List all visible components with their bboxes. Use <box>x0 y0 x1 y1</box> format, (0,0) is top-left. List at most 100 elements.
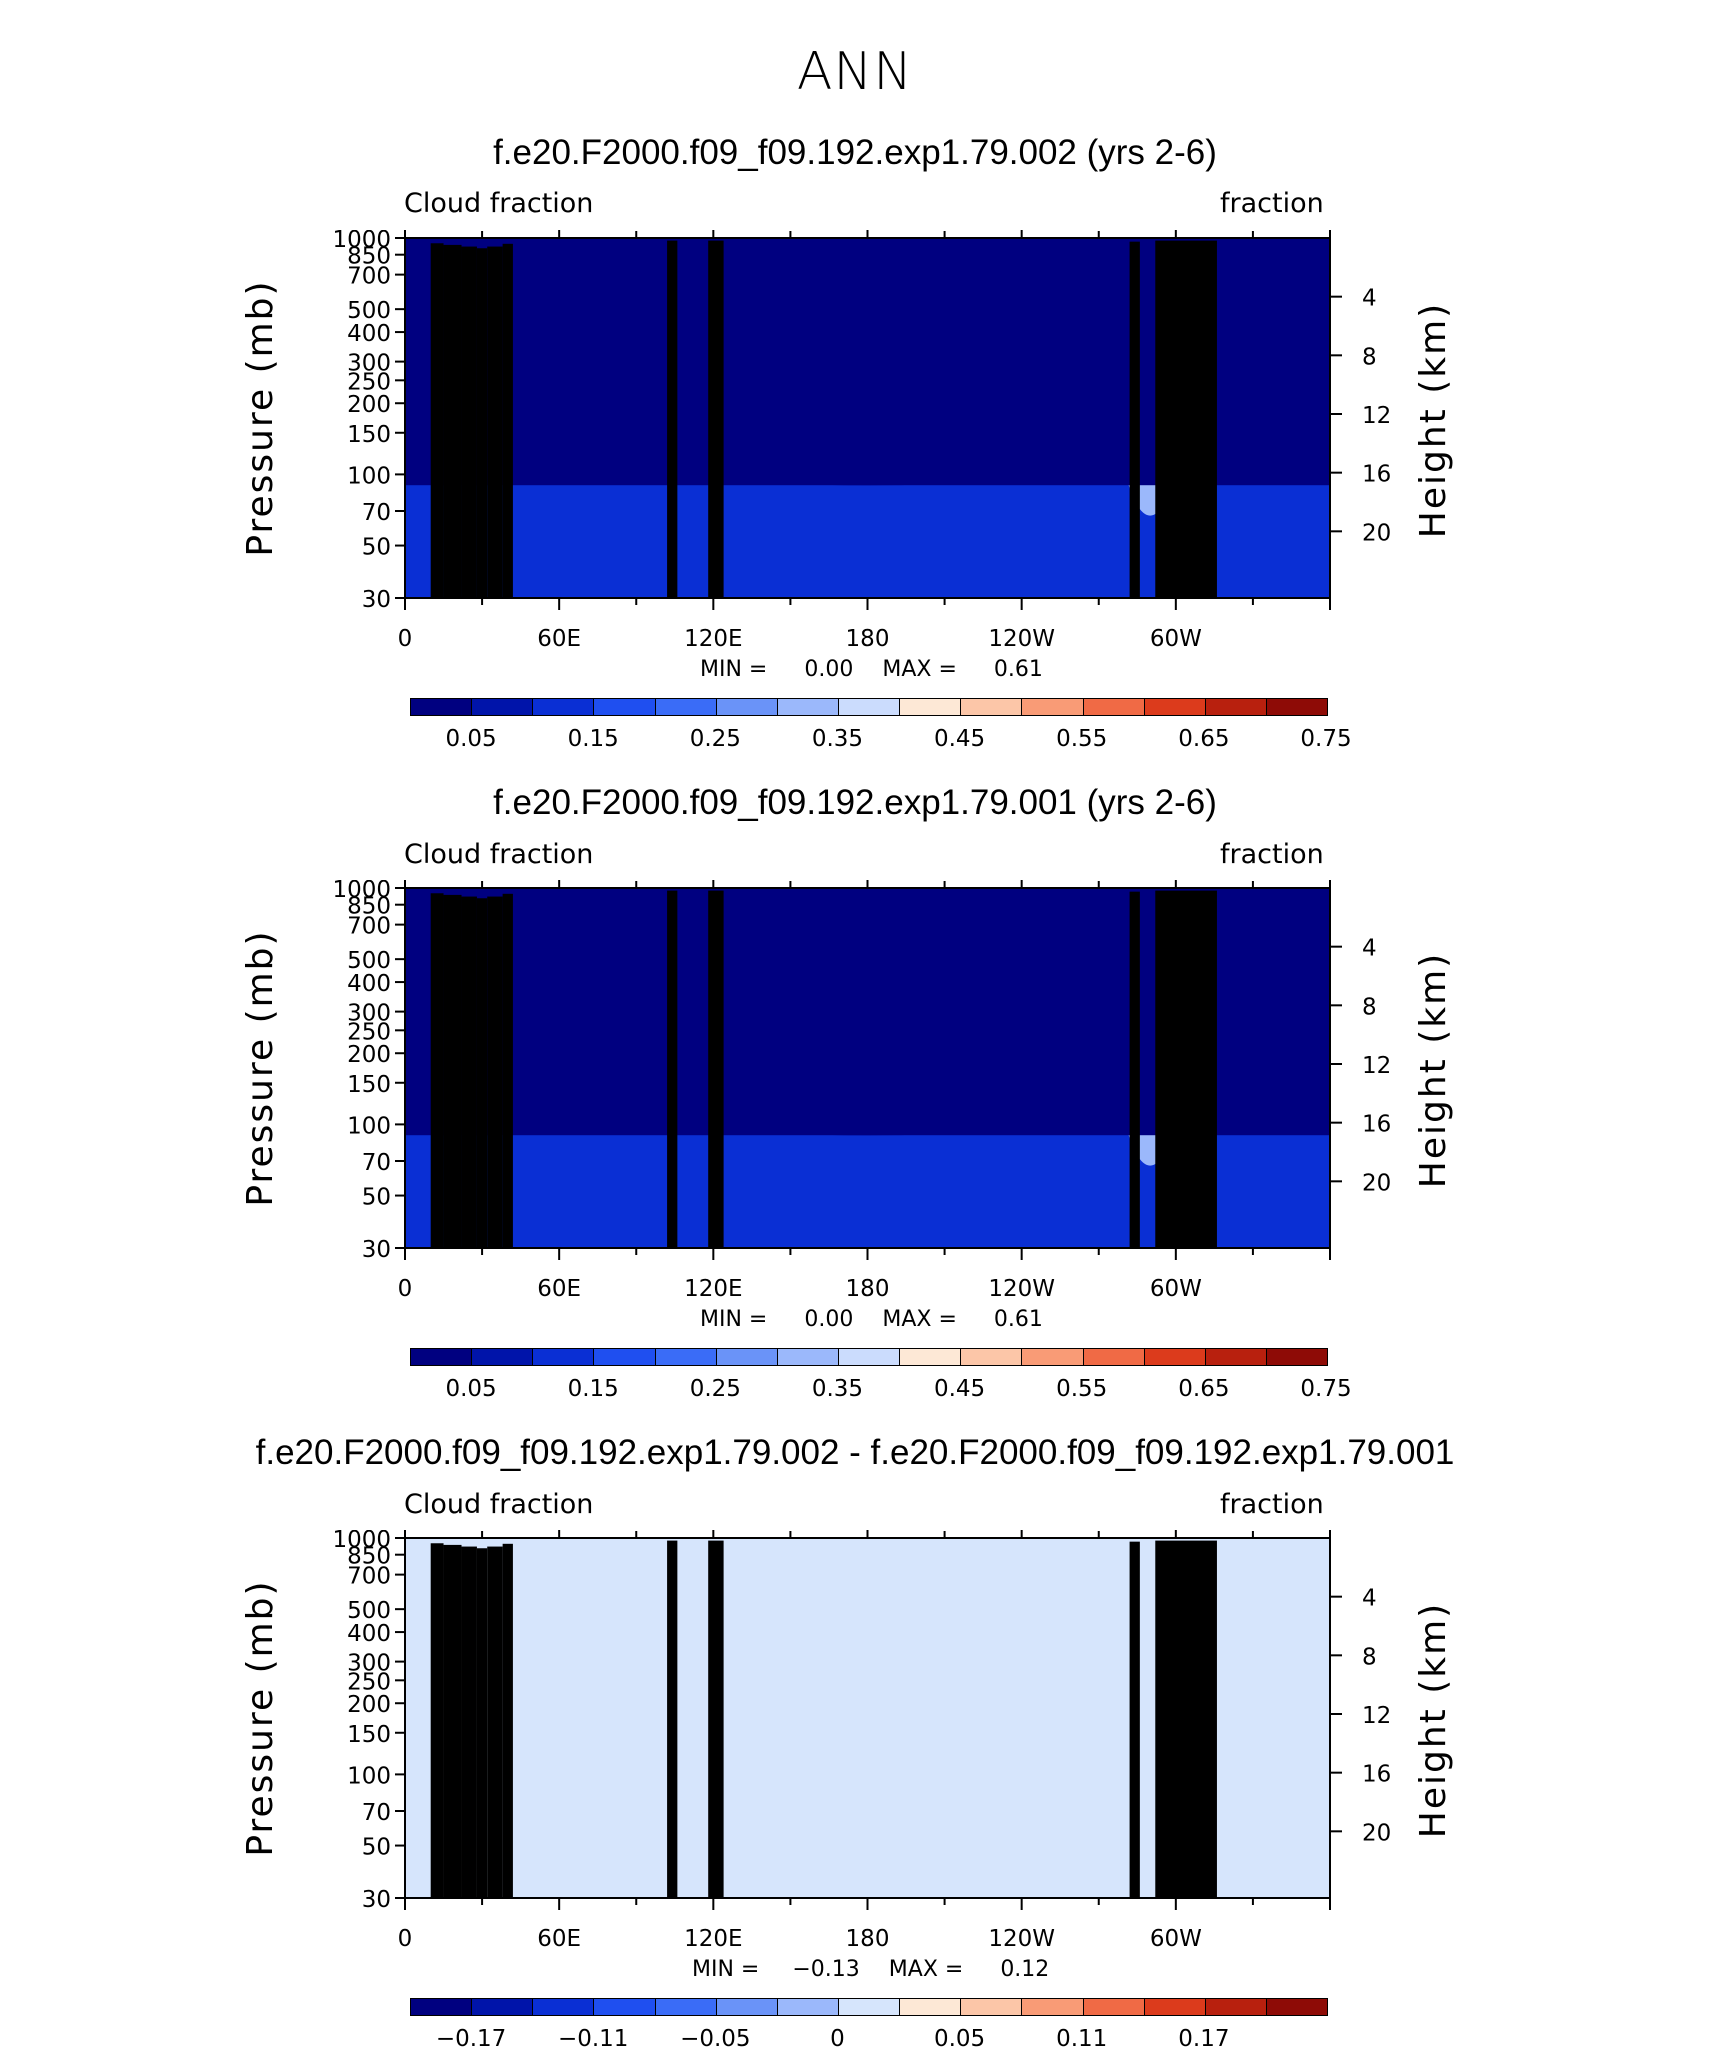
colorbar-label: 0.35 <box>811 726 864 752</box>
topography <box>430 893 444 1248</box>
topography <box>708 240 724 598</box>
panel-title: f.e20.F2000.f09_f09.192.exp1.79.001 (yrs… <box>493 783 1217 822</box>
pressure-tick-label: 200 <box>347 392 391 418</box>
colorbar-label: 0.45 <box>933 726 986 752</box>
colorbar-swatch <box>1205 1999 1267 2015</box>
pressure-tick-label: 300 <box>347 1651 391 1677</box>
longitude-tick-label: 180 <box>846 626 890 652</box>
pressure-tick-label: 70 <box>362 1150 391 1176</box>
colorbar-swatch <box>1205 1349 1267 1365</box>
colorbar-label: 0.65 <box>1178 726 1230 752</box>
pressure-tick-label: 70 <box>362 500 391 526</box>
min-max-stat: MIN = 0.00 MAX = 0.61 <box>700 1309 1043 1331</box>
colorbar-swatch <box>900 699 962 715</box>
colorbar-swatch <box>1022 1999 1084 2015</box>
colorbar-swatch <box>961 1999 1023 2015</box>
topography <box>476 1548 488 1898</box>
colorbar-swatch <box>900 1349 962 1365</box>
colorbar-swatch <box>594 1999 656 2015</box>
height-tick-label: 4 <box>1362 936 1377 962</box>
colorbar-swatch <box>655 1999 717 2015</box>
colorbar-label: −0.05 <box>680 2026 751 2052</box>
height-tick-label: 16 <box>1362 1112 1391 1138</box>
height-tick-label: 12 <box>1362 403 1391 429</box>
units-label: fraction <box>1220 1489 1324 1520</box>
colorbar <box>410 1348 1328 1366</box>
pressure-tick-label: 700 <box>347 264 391 290</box>
topography <box>443 1544 462 1898</box>
min-max-stat: MIN = 0.00 MAX = 0.61 <box>700 659 1043 681</box>
y-axis-title-right: Height (km) <box>1413 302 1454 538</box>
colorbar-swatch <box>838 699 901 715</box>
min-value: 0.00 <box>804 657 854 682</box>
topography <box>476 898 488 1248</box>
longitude-tick-label: 120W <box>988 1926 1055 1952</box>
units-label: fraction <box>1220 188 1324 219</box>
cloud-fraction-label: Cloud fraction <box>404 839 594 870</box>
colorbar-swatch <box>716 1349 778 1365</box>
topography <box>667 240 678 598</box>
pressure-tick-label: 150 <box>347 1722 391 1748</box>
page-title: ANN <box>796 42 914 102</box>
pressure-tick-label: 30 <box>362 1887 391 1913</box>
topography <box>430 1543 444 1898</box>
longitude-tick-label: 120E <box>684 1926 742 1952</box>
panel-title: f.e20.F2000.f09_f09.192.exp1.79.002 - f.… <box>255 1433 1455 1472</box>
pressure-tick-label: 850 <box>347 1544 391 1570</box>
pressure-tick-label: 250 <box>347 1669 391 1695</box>
colorbar-label: 0 <box>830 2026 845 2052</box>
pressure-tick-label: 200 <box>347 1692 391 1718</box>
colorbar-label: 0.25 <box>689 726 741 752</box>
min-label: MIN = <box>700 1307 768 1332</box>
cloud-fraction-label: Cloud fraction <box>404 188 594 219</box>
colorbar-swatch <box>900 1999 962 2015</box>
colorbar-swatch <box>411 699 473 715</box>
topography <box>476 248 488 598</box>
colorbar-label: 0.05 <box>445 1376 497 1402</box>
height-tick-label: 12 <box>1362 1053 1391 1079</box>
topography <box>430 243 444 598</box>
height-tick-label: 8 <box>1362 1644 1377 1670</box>
y-axis-title-right: Height (km) <box>1413 1602 1454 1838</box>
colorbar-swatch <box>655 699 717 715</box>
pressure-tick-label: 150 <box>347 1072 391 1098</box>
colorbar-swatch <box>1144 1349 1206 1365</box>
colorbar-label: 0.55 <box>1056 726 1108 752</box>
colorbar-swatch <box>1083 1349 1145 1365</box>
colorbar-swatch <box>411 1349 473 1365</box>
topography <box>708 890 724 1248</box>
colorbar-swatch <box>1083 699 1145 715</box>
pressure-tick-label: 500 <box>347 1598 391 1624</box>
units-label: fraction <box>1220 839 1324 870</box>
pressure-tick-label: 200 <box>347 1042 391 1068</box>
pressure-tick-label: 400 <box>347 971 391 997</box>
height-tick-label: 4 <box>1362 1586 1377 1612</box>
pressure-tick-label: 150 <box>347 422 391 448</box>
colorbar-swatch <box>1266 1349 1328 1365</box>
colorbar-swatch <box>594 699 656 715</box>
longitude-tick-label: 0 <box>398 1276 413 1302</box>
pressure-tick-label: 700 <box>347 1564 391 1590</box>
min-label: MIN = <box>692 1957 760 1982</box>
min-value: 0.00 <box>804 1307 854 1332</box>
height-tick-label: 20 <box>1362 520 1391 546</box>
colorbar-swatch <box>1144 1999 1206 2015</box>
topography <box>487 896 503 1248</box>
height-tick-label: 8 <box>1362 994 1377 1020</box>
pressure-tick-label: 1000 <box>332 880 391 903</box>
topography <box>461 1546 477 1898</box>
topography <box>1155 240 1217 598</box>
topography <box>667 890 678 1248</box>
colorbar-swatch <box>1022 1349 1084 1365</box>
max-label: MAX = <box>882 1307 957 1332</box>
topography <box>1129 1541 1140 1898</box>
topography <box>1129 891 1140 1248</box>
min-max-stat: MIN = −0.13 MAX = 0.12 <box>692 1959 1049 1981</box>
colorbar-swatch <box>472 1349 534 1365</box>
colorbar-swatch <box>1266 699 1328 715</box>
colorbar-swatch <box>777 1349 839 1365</box>
topography <box>443 244 462 598</box>
pressure-tick-label: 100 <box>347 1113 391 1139</box>
